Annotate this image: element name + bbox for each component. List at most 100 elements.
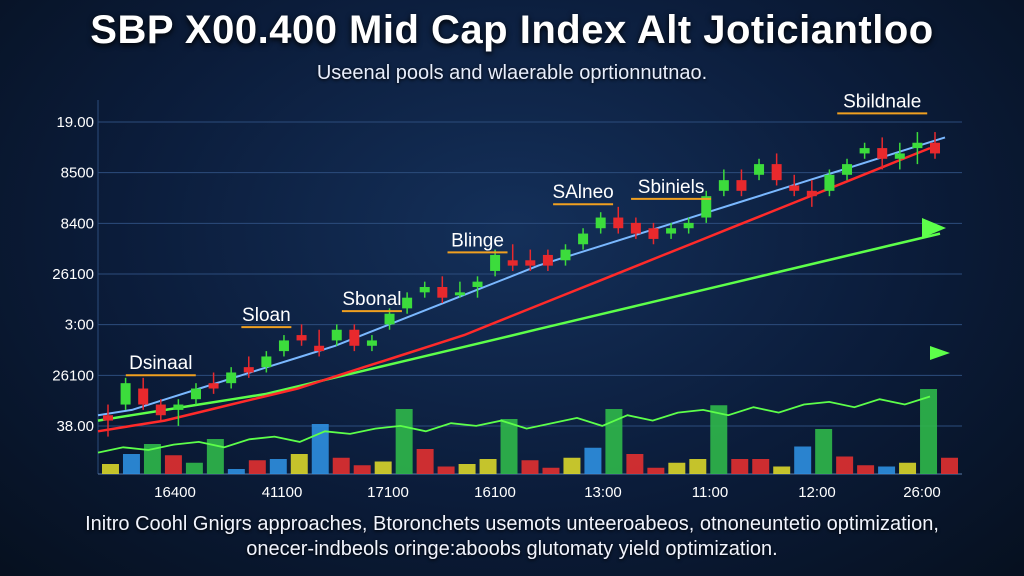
volume-bar [710,405,728,474]
candle-body [595,217,606,229]
candle-body [542,254,553,266]
candle-body [736,180,747,191]
candle-body [366,340,377,346]
annotation-label: Dsinaal [129,353,192,374]
volume-bar [395,409,413,474]
x-tick-label: 13:00 [584,484,622,501]
candle-body [718,180,729,191]
annotation-label: Sbonal [342,289,401,310]
volume-bar [689,459,707,474]
volume-bar [311,424,329,474]
volume-bar [269,459,287,474]
volume-bar [794,446,812,474]
candle-body [507,260,518,266]
candle-body [894,153,905,159]
x-tick-label: 17100 [367,484,409,501]
volume-bar [668,462,686,474]
red-moving-average [97,146,931,433]
candle-body [771,164,782,181]
volume-bar [458,464,476,474]
candle-body [261,356,272,368]
candle-body [613,217,624,229]
candle-body [278,340,289,352]
oscillator-arrow [930,346,950,360]
volume-bar [185,462,203,474]
volume-bar [563,457,581,474]
volume-bar [584,447,602,474]
volume-bar [542,467,560,474]
oscillator-line [97,395,931,454]
green-trend-line [97,232,941,422]
candle-body [314,345,325,352]
candle-body [454,292,465,296]
volume-bar [416,449,434,474]
candle-body [173,404,184,410]
volume-bar [773,466,791,474]
volume-bar [248,460,266,474]
candle-body [578,233,589,245]
volume-bar [605,409,623,474]
x-tick-label: 12:00 [798,484,836,501]
candle-body [296,335,307,341]
candle-body [859,148,870,154]
volume-bar [227,469,245,474]
candle-body [490,254,501,271]
volume-bar [857,465,875,474]
candle-body [331,329,342,341]
volume-bar [731,459,749,474]
footer-line-2: onecer-indbeols oringe:aboobs glutomaty … [246,538,778,560]
volume-bar [479,459,497,474]
volume-bar [941,457,958,474]
blue-moving-average [97,136,946,417]
candle-body [190,388,201,400]
candle-body [103,415,113,421]
candle-body [402,297,413,309]
volume-bar [290,454,308,474]
volume-bar [920,389,938,474]
candle-body [560,249,571,261]
volume-bar [332,457,350,474]
volume-bar [164,455,182,474]
candle-body [842,164,853,175]
volume-bar [752,459,770,474]
candle-body [155,404,166,416]
volume-bar [500,419,518,474]
moving-average-lines [97,136,950,454]
candle-body [120,383,131,405]
footer-line-1: Initro Coohl Gnigrs approaches, Btoronch… [85,513,939,535]
candle-body [701,196,712,218]
annotations: Dsinaal Sloan Sbonal Blinge SAlneo Sbiniels Sb… [125,91,928,377]
candles [103,132,940,437]
candle-body [754,164,765,175]
x-axis-ticks: 16400 41100 17100 16100 13:00 11:00 12:00 26:00 [154,484,941,501]
volume-bar [143,444,161,474]
green-trend-arrow [922,218,946,238]
annotation-label: Sbiniels [638,177,705,198]
candle-body [930,142,940,154]
candle-body [419,287,430,293]
y-tick-label: 19.00 [56,114,94,131]
candle-body [472,281,483,287]
candle-body [630,222,641,234]
chart-subtitle: Useenal pools and wlaerable oprtionnutna… [316,62,708,84]
volume-bars [102,389,958,474]
candle-body [349,329,360,346]
x-tick-label: 11:00 [692,484,728,501]
candle-body [208,383,219,389]
volume-bar [815,429,833,474]
candle-body [226,372,237,384]
candle-body [648,228,659,239]
y-axis-ticks: 19.00 8500 8400 26100 3:00 26100 38.00 [52,114,94,435]
candle-body [806,190,817,197]
grid-lines [97,100,962,475]
chart-title: SBP X00.400 Mid Cap Index Alt Joticiantl… [90,8,934,52]
chart-footer: Initro Coohl Gnigrs approaches, Btoronch… [0,512,1024,562]
candle-body [912,142,923,149]
y-tick-label: 26100 [52,266,94,283]
candle-body [666,228,677,234]
candle-body [789,185,800,191]
volume-bar [878,466,896,474]
candle-body [437,287,448,298]
volume-bar [521,460,539,474]
